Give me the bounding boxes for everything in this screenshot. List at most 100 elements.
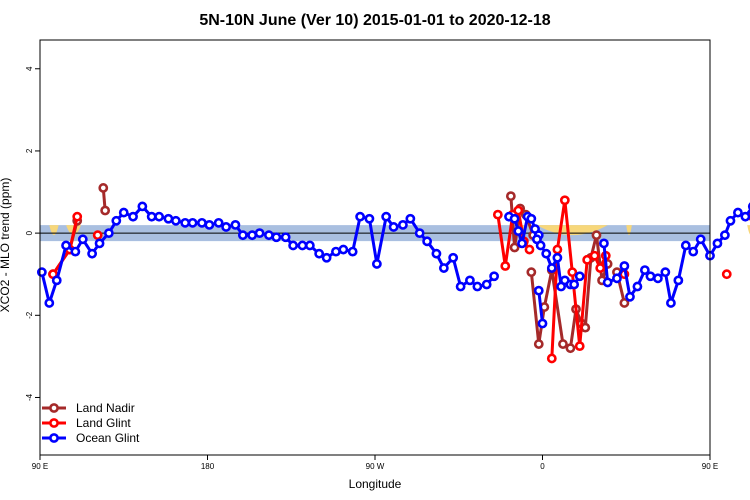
ocean-glint-point <box>288 240 299 251</box>
ocean-glint-point <box>537 318 548 329</box>
land-nadir-point <box>98 183 109 193</box>
x-tick-label: 90 W <box>366 462 385 471</box>
ocean-glint-point <box>414 228 425 239</box>
land-glint-point <box>721 269 732 280</box>
ocean-glint-point <box>70 246 81 257</box>
ocean-glint-point <box>546 263 557 273</box>
land-glint-point <box>589 250 600 261</box>
ocean-glint-point <box>381 211 392 222</box>
ocean-glint-point <box>146 211 157 222</box>
x-tick-label: 180 <box>201 462 215 471</box>
ocean-glint-point <box>712 238 723 249</box>
ocean-glint-point <box>639 265 650 275</box>
x-tick-label: 0 <box>540 462 545 471</box>
ocean-glint-point <box>673 275 684 286</box>
ocean-glint-point <box>574 271 585 282</box>
y-tick-label: -4 <box>25 393 34 401</box>
ocean-glint-point <box>347 246 358 257</box>
ocean-glint-point <box>230 220 241 230</box>
x-tick-label: 90 E <box>702 462 718 471</box>
ocean-glint-point <box>652 273 663 284</box>
ocean-glint-point <box>331 246 341 257</box>
y-tick-label: -2 <box>25 311 34 319</box>
land-glint-point <box>513 205 524 216</box>
ocean-glint-point <box>526 213 537 224</box>
ocean-glint-point <box>103 228 114 239</box>
land-glint-point <box>574 341 585 352</box>
ocean-glint-point <box>247 230 258 241</box>
ocean-glint-point <box>61 240 71 251</box>
ocean-glint-point <box>128 211 138 222</box>
ocean-glint-point <box>364 213 375 224</box>
ocean-glint-point <box>438 263 449 273</box>
ocean-glint-point <box>187 217 198 228</box>
land-glint-point <box>552 244 563 255</box>
land-glint-point <box>582 254 593 265</box>
ocean-glint-point <box>533 285 544 296</box>
y-tick-label: 2 <box>25 148 34 153</box>
ocean-glint-point <box>170 215 181 226</box>
land-glint-point <box>595 263 606 273</box>
ocean-glint-point <box>513 226 524 236</box>
ocean-glint-point <box>719 230 730 241</box>
land-nadir-point <box>505 191 516 202</box>
ocean-glint-point <box>314 248 325 259</box>
ocean-glint-point <box>680 240 691 251</box>
land-glint-point <box>546 353 557 364</box>
land-nadir-point <box>100 205 111 216</box>
ocean-glint-line <box>40 204 496 305</box>
ocean-glint-point <box>237 230 248 241</box>
ocean-glint-point <box>509 213 520 224</box>
ocean-glint-point <box>111 215 122 226</box>
ocean-glint-point <box>632 281 643 292</box>
ocean-glint-point <box>338 244 349 255</box>
ocean-glint-point <box>44 298 55 308</box>
legend-land-glint-swatch-point <box>49 418 59 428</box>
legend-ocean-glint-label: Ocean Glint <box>76 431 140 445</box>
ocean-glint-point <box>321 252 332 263</box>
legend-land-nadir-swatch-point <box>49 403 59 413</box>
ocean-glint-point <box>552 252 563 263</box>
ocean-glint-point <box>619 261 630 271</box>
land-glint-point <box>559 195 570 206</box>
ocean-glint-point <box>180 217 191 228</box>
ocean-glint-point <box>355 211 366 222</box>
land-glint-point <box>72 211 83 222</box>
land-glint-point <box>492 209 503 220</box>
ocean-glint-point <box>481 279 492 290</box>
ocean-glint-point <box>489 271 500 282</box>
ocean-glint-point <box>455 281 466 292</box>
ocean-glint-point <box>612 273 622 284</box>
ocean-glint-point <box>602 277 613 288</box>
legend-land-nadir-label: Land Nadir <box>76 401 135 415</box>
ocean-glint-point <box>118 207 129 218</box>
ocean-glint-point <box>77 234 88 245</box>
ocean-glint-point <box>271 232 282 243</box>
ocean-glint-point <box>733 207 743 218</box>
ocean-glint-point <box>517 238 527 249</box>
ocean-glint-point <box>221 222 232 232</box>
ocean-glint-point <box>371 259 382 269</box>
ocean-glint-point <box>163 213 174 224</box>
ocean-glint-point <box>535 240 546 251</box>
land-nadir-point <box>509 242 520 253</box>
x-axis-label: Longitude <box>349 477 402 491</box>
ocean-glint-point <box>422 236 433 247</box>
y-tick-label: 0 <box>25 230 34 235</box>
ocean-glint-point <box>569 279 580 290</box>
land-nadir-point <box>565 343 576 354</box>
ocean-glint-point <box>204 220 215 230</box>
ocean-glint-point <box>725 215 736 226</box>
y-tick-label: 4 <box>25 66 34 71</box>
land-glint-point <box>524 244 535 255</box>
ocean-glint-point <box>388 222 399 232</box>
ocean-glint-point <box>431 248 442 259</box>
ocean-glint-point <box>398 220 408 230</box>
legend-land-glint-label: Land Glint <box>76 416 131 430</box>
ocean-glint-point <box>666 298 676 308</box>
ocean-glint-point <box>94 238 105 249</box>
ocean-glint-point <box>695 234 706 245</box>
ocean-glint-point <box>280 232 291 243</box>
ocean-glint-point <box>405 213 416 224</box>
